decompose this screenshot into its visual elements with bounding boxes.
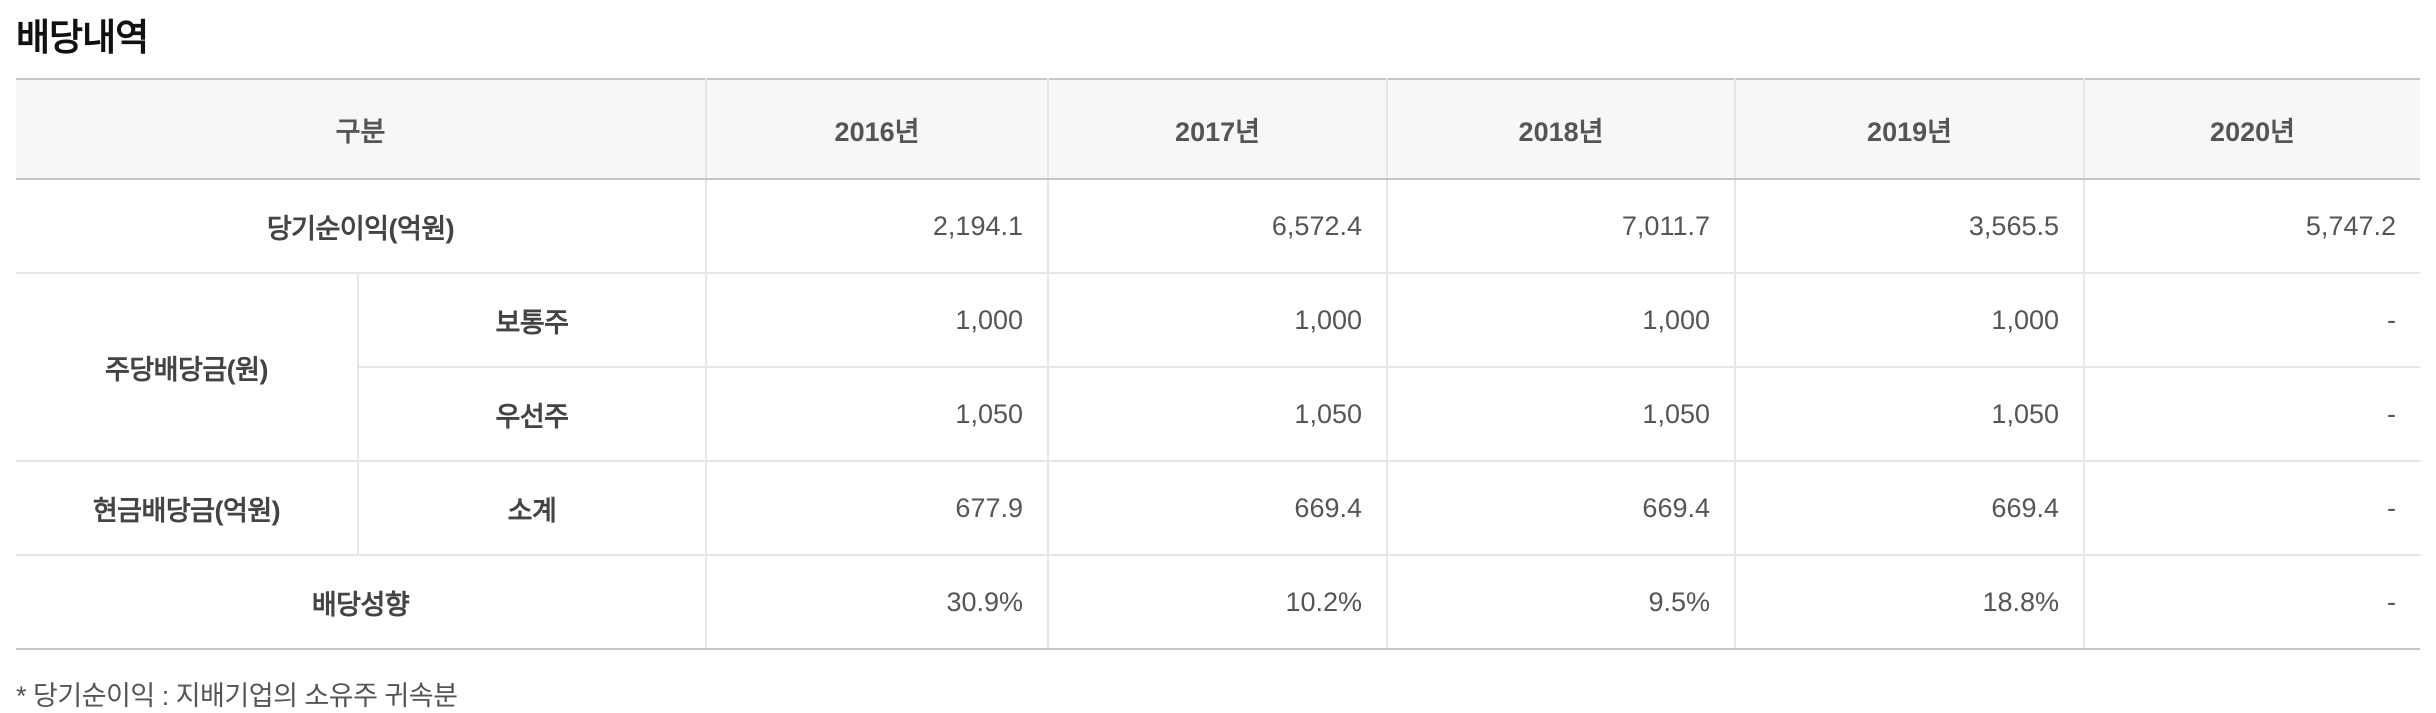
header-year-2020: 2020년 [2084,79,2420,180]
header-category: 구분 [16,79,707,180]
row-dps-common: 주당배당금(원) 보통주 1,000 1,000 1,000 1,000 - [16,273,2420,462]
cell-dps-common-2016: 1,000 [706,273,1049,368]
cell-cash-dividend-2016: 677.9 [706,461,1049,556]
dividend-table: 구분 2016년 2017년 2018년 2019년 2020년 당기순이익(억… [16,78,2420,650]
row-group-dividend-per-share: 주당배당금(원) [16,273,359,462]
cell-payout-ratio-2016: 30.9% [706,555,1049,650]
cell-net-income-2020: 5,747.2 [2084,179,2420,274]
cell-payout-ratio-2018: 9.5% [1387,555,1736,650]
cell-dps-preferred-2018: 1,050 [1387,367,1736,462]
cell-dps-common-2018: 1,000 [1387,273,1736,368]
cell-net-income-2018: 7,011.7 [1387,179,1736,274]
cell-dps-preferred-2019: 1,050 [1735,367,2085,462]
cell-cash-dividend-2017: 669.4 [1048,461,1388,556]
header-year-2017: 2017년 [1048,79,1388,180]
cell-dps-common-2019: 1,000 [1735,273,2085,368]
header-year-2018: 2018년 [1387,79,1736,180]
page-title: 배당내역 [16,17,149,58]
row-label-preferred-stock: 우선주 [358,367,707,462]
cell-payout-ratio-2020: - [2084,555,2420,650]
row-net-income: 당기순이익(억원) 2,194.1 6,572.4 7,011.7 3,565.… [16,179,2420,274]
row-payout-ratio: 배당성향 30.9% 10.2% 9.5% 18.8% - [16,555,2420,650]
row-label-payout-ratio: 배당성향 [16,555,707,650]
cell-cash-dividend-2019: 669.4 [1735,461,2085,556]
cell-payout-ratio-2017: 10.2% [1048,555,1388,650]
row-dps-preferred: 우선주 1,050 1,050 1,050 1,050 - [16,367,2420,462]
table-header: 구분 2016년 2017년 2018년 2019년 2020년 [16,79,2420,180]
row-label-common-stock: 보통주 [358,273,707,368]
row-group-cash-dividend: 현금배당금(억원) [16,461,359,556]
cell-net-income-2017: 6,572.4 [1048,179,1388,274]
cell-net-income-2016: 2,194.1 [706,179,1049,274]
cell-dps-common-2020: - [2084,273,2420,368]
cell-dps-common-2017: 1,000 [1048,273,1388,368]
header-year-2019: 2019년 [1735,79,2085,180]
row-label-net-income: 당기순이익(억원) [16,179,707,274]
row-label-subtotal: 소계 [358,461,707,556]
cell-cash-dividend-2018: 669.4 [1387,461,1736,556]
header-year-2016: 2016년 [706,79,1049,180]
cell-dps-preferred-2016: 1,050 [706,367,1049,462]
row-cash-dividend: 현금배당금(억원) 소계 677.9 669.4 669.4 669.4 - [16,461,2420,556]
header-row: 구분 2016년 2017년 2018년 2019년 2020년 [16,79,2420,180]
footnote-net-income: * 당기순이익 : 지배기업의 소유주 귀속분 [16,681,458,711]
table-body: 당기순이익(억원) 2,194.1 6,572.4 7,011.7 3,565.… [16,179,2420,650]
cell-net-income-2019: 3,565.5 [1735,179,2085,274]
cell-dps-preferred-2017: 1,050 [1048,367,1388,462]
cell-dps-preferred-2020: - [2084,367,2420,462]
cell-payout-ratio-2019: 18.8% [1735,555,2085,650]
cell-cash-dividend-2020: - [2084,461,2420,556]
